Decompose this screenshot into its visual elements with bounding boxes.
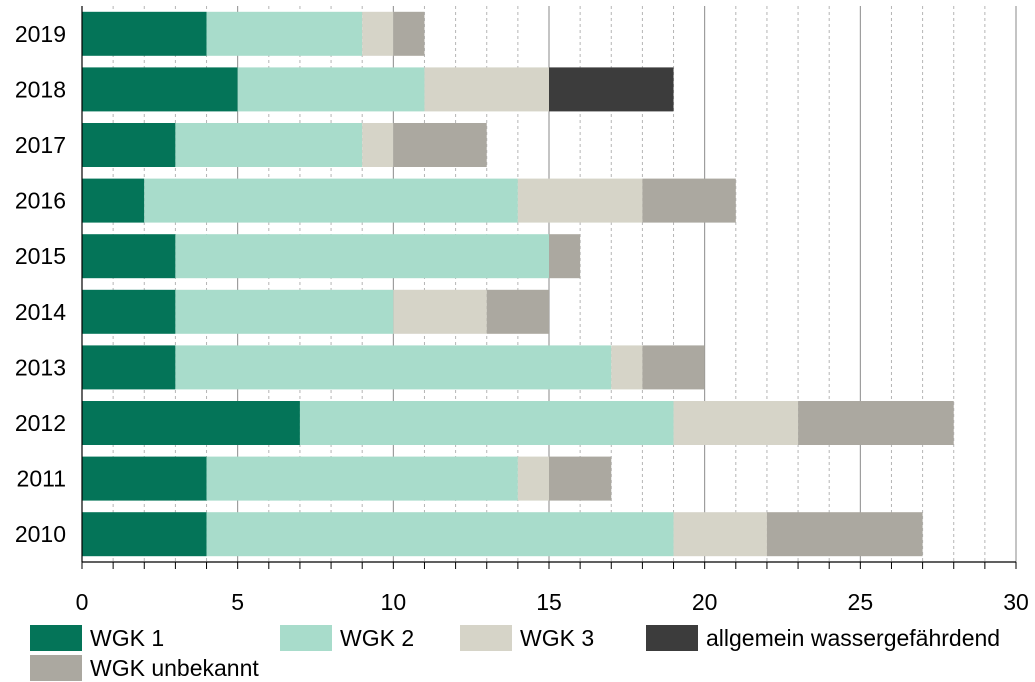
y-tick-label-2010: 2010: [15, 521, 66, 547]
bar-segment-wgk-3-2010: [673, 512, 767, 557]
legend-item-wgk-2: WGK 2: [280, 624, 414, 652]
legend-item-wgk-3: WGK 3: [460, 624, 594, 652]
bar-segment-wgk-2-2019: [206, 11, 363, 56]
legend-label: WGK 2: [340, 624, 415, 651]
bars: [82, 11, 954, 557]
bar-segment-wgk-2-2010: [206, 512, 674, 557]
bar-segment-wgk-1-2015: [82, 234, 176, 279]
legend-swatch: [460, 625, 512, 651]
x-tick-label-25: 25: [848, 589, 874, 615]
y-tick-label-2013: 2013: [15, 354, 66, 380]
bar-segment-wgk-2-2011: [206, 456, 518, 501]
x-tick-label-0: 0: [76, 589, 89, 615]
bar-segment-wgk-2-2017: [175, 123, 363, 167]
bar-segment-wgk-1-2018: [82, 67, 238, 112]
bar-segment-wgk-1-2012: [82, 401, 300, 445]
bar-segment-wgk-2-2018: [237, 67, 425, 112]
x-tick-label-30: 30: [1003, 589, 1029, 615]
bar-segment-wgk-3-2014: [393, 289, 487, 334]
bar-segment-wgk-unbekannt-2016: [642, 178, 736, 223]
bar-segment-wgk-unbekannt-2010: [766, 512, 923, 557]
bar-segment-wgk-1-2011: [82, 456, 207, 501]
bar-segment-allgemein-wassergef-hrdend-2018: [549, 67, 674, 112]
bar-segment-wgk-2-2013: [175, 345, 612, 390]
legend-item-wgk-1: WGK 1: [30, 624, 164, 652]
bar-segment-wgk-1-2016: [82, 178, 145, 223]
legend-swatch: [646, 625, 698, 651]
bar-segment-wgk-2-2015: [175, 234, 549, 279]
bar-segment-wgk-1-2014: [82, 289, 176, 334]
bar-segment-wgk-3-2012: [673, 401, 799, 445]
bar-segment-wgk-1-2017: [82, 123, 176, 167]
y-tick-label-2017: 2017: [15, 132, 66, 158]
legend-label: WGK 3: [520, 624, 595, 651]
x-axis-labels: 0 5 10 15 20 25 30: [76, 589, 1029, 615]
y-tick-label-2018: 2018: [15, 76, 66, 102]
x-tick-label-10: 10: [381, 589, 407, 615]
stacked-bar-chart: 2019201820172016201520142013201220112010…: [15, 6, 1029, 615]
y-tick-label-2019: 2019: [15, 21, 66, 47]
legend-swatch: [30, 655, 82, 681]
x-tick-label-20: 20: [692, 589, 718, 615]
bar-segment-wgk-3-2018: [424, 67, 549, 112]
legend-item-allgemein-wassergef-hrdend: allgemein wassergefährdend: [646, 624, 1000, 652]
bar-segment-wgk-1-2010: [82, 512, 207, 557]
y-tick-label-2016: 2016: [15, 188, 66, 214]
x-tick-label-15: 15: [536, 589, 562, 615]
bar-segment-wgk-3-2017: [362, 123, 394, 167]
y-axis-labels: 2019 2018 2017 2016 2015 2014 2013 2012 2011 2010: [15, 21, 66, 547]
bar-segment-wgk-1-2019: [82, 11, 207, 56]
axes: [81, 6, 1017, 569]
bar-segment-wgk-2-2016: [144, 178, 518, 223]
y-tick-label-2014: 2014: [15, 299, 66, 325]
bar-segment-wgk-3-2019: [362, 11, 394, 56]
bar-segment-wgk-unbekannt-2014: [486, 289, 549, 334]
legend-swatch: [280, 625, 332, 651]
bar-segment-wgk-3-2013: [611, 345, 643, 390]
bar-segment-wgk-unbekannt-2012: [798, 401, 954, 445]
y-tick-label-2011: 2011: [17, 466, 66, 492]
legend-item-wgk-unbekannt: WGK unbekannt: [30, 654, 259, 682]
bar-segment-wgk-1-2013: [82, 345, 176, 390]
bar-segment-wgk-unbekannt-2013: [642, 345, 705, 390]
legend-swatch: [30, 625, 82, 651]
y-tick-label-2012: 2012: [15, 410, 66, 436]
bar-segment-wgk-3-2016: [517, 178, 643, 223]
legend-label: WGK unbekannt: [90, 654, 259, 681]
legend-label: WGK 1: [90, 624, 165, 651]
bar-segment-wgk-unbekannt-2011: [549, 456, 612, 501]
bar-segment-wgk-unbekannt-2015: [549, 234, 581, 279]
legend: WGK 1 WGK 2 WGK 3 allgemein wassergefährden…: [0, 622, 1035, 682]
bar-segment-wgk-3-2011: [517, 456, 549, 501]
bar-segment-wgk-2-2012: [299, 401, 674, 445]
bar-segment-wgk-2-2014: [175, 289, 394, 334]
y-tick-label-2015: 2015: [15, 243, 66, 269]
legend-label: allgemein wassergefährdend: [706, 624, 1001, 651]
bar-segment-wgk-unbekannt-2019: [393, 11, 425, 56]
x-tick-label-5: 5: [231, 589, 244, 615]
bar-segment-wgk-unbekannt-2017: [393, 123, 487, 167]
